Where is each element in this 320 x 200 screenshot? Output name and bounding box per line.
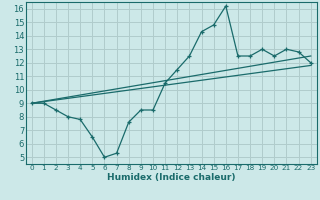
X-axis label: Humidex (Indice chaleur): Humidex (Indice chaleur): [107, 173, 236, 182]
